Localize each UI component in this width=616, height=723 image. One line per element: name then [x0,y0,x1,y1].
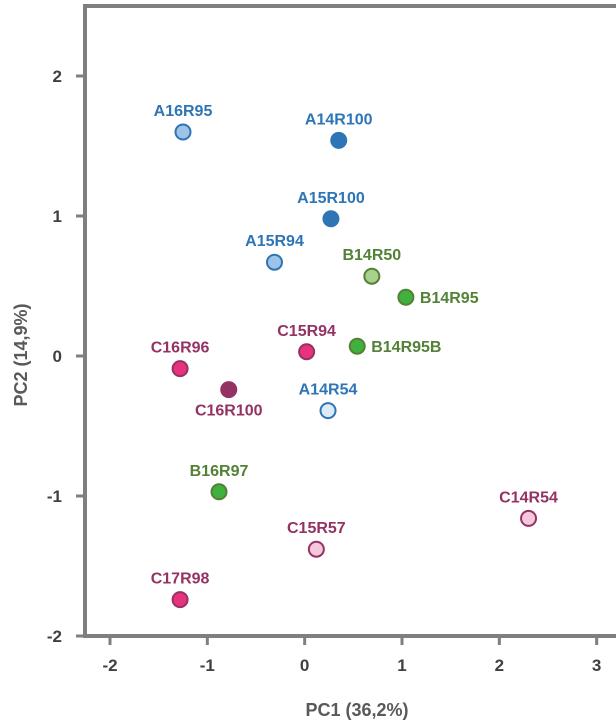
data-point [171,360,189,378]
point-label: A15R94 [245,233,304,250]
point-label: C15R94 [277,323,336,340]
y-tick-label: -2 [47,627,62,646]
data-point [298,343,316,361]
y-tick-label: 2 [53,67,62,86]
x-tick-label: -1 [200,656,215,675]
y-axis-title: PC2 (14,9%) [11,303,31,406]
x-axis-title: PC1 (36,2%) [305,700,408,720]
point-label: C16R96 [151,340,210,357]
data-point [322,210,340,228]
data-point [171,591,189,609]
point-label: B14R95B [371,339,441,356]
x-tick-label: 0 [300,656,309,675]
data-point [348,337,366,355]
y-tick-label: -1 [47,487,62,506]
point-label: C14R54 [499,489,558,506]
point-label: A16R95 [154,103,213,120]
point-label: B16R97 [190,463,249,480]
x-tick-label: 2 [495,656,504,675]
y-tick-label: 1 [53,207,62,226]
data-point [210,483,228,501]
point-label: A14R100 [305,111,373,128]
data-point [363,267,381,285]
x-tick-label: 3 [592,656,601,675]
point-label: C17R98 [151,571,210,588]
data-point [330,131,348,149]
data-point [174,123,192,141]
point-label: B14R95 [420,290,479,307]
point-label: C15R57 [287,520,346,537]
point-label: A15R100 [297,190,365,207]
point-label: C16R100 [195,403,263,420]
y-tick-label: 0 [53,347,62,366]
data-point [307,540,325,558]
x-tick-label: 1 [397,656,406,675]
point-label: A14R54 [299,382,358,399]
data-point [220,381,238,399]
plot-frame [83,4,616,638]
x-tick-label: -2 [102,656,117,675]
data-point [319,402,337,420]
data-point [265,253,283,271]
data-point [397,288,415,306]
point-label: B14R50 [342,247,401,264]
data-point [520,509,538,527]
